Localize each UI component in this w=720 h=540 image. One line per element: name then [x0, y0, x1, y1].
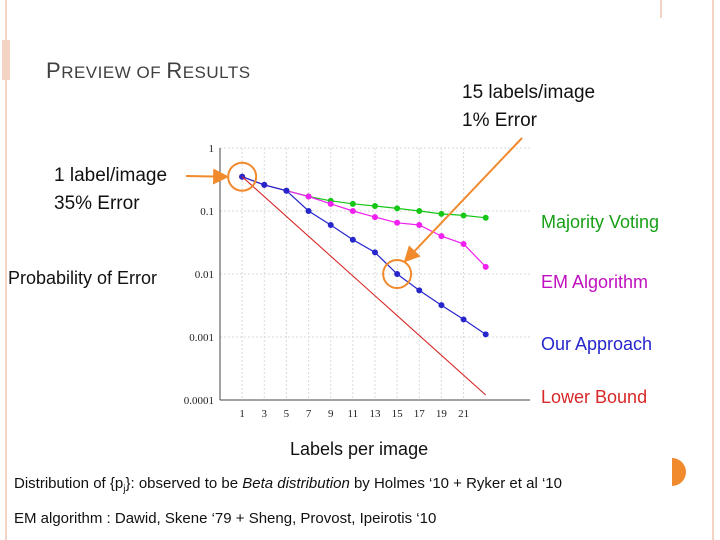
- annotation-top-line2: 1% Error: [462, 110, 538, 131]
- data-point-majority-voting: [482, 214, 489, 221]
- data-point-majority-voting: [394, 205, 401, 212]
- caption-distribution-pre: Distribution of {p: [14, 475, 124, 492]
- data-point-em-algorithm: [327, 200, 334, 207]
- highlight-circle-15-labels: [382, 259, 413, 289]
- arrow-left-annotation: [185, 168, 230, 185]
- series-line-lower-bound: [241, 176, 487, 396]
- page-title: PREVIEW OF RESULTS: [46, 58, 251, 84]
- data-point-our-approach: [327, 221, 334, 228]
- chart-annotations: [185, 137, 523, 289]
- data-point-em-algorithm: [438, 233, 445, 240]
- data-point-em-algorithm: [416, 221, 423, 228]
- frame-left-accent: [2, 40, 10, 80]
- data-point-our-approach: [372, 249, 378, 256]
- data-point-our-approach: [349, 236, 356, 243]
- y-axis-label: Probability of Error: [8, 268, 157, 288]
- caption-em-algorithm: EM algorithm : Dawid, Skene ‘79 + Sheng,…: [14, 510, 437, 527]
- legend-majority-voting: Majority Voting: [541, 212, 659, 232]
- data-point-our-approach: [460, 316, 467, 323]
- x-tick-label: 19: [436, 408, 448, 420]
- y-tick-label: 1: [209, 143, 215, 155]
- series-line-em-algorithm: [241, 176, 487, 268]
- x-tick-label: 1: [239, 408, 245, 420]
- data-point-our-approach: [438, 302, 445, 309]
- x-tick-label: 7: [306, 408, 312, 420]
- data-point-em-algorithm: [372, 214, 378, 221]
- series-line-majority-voting: [241, 176, 486, 219]
- data-point-our-approach: [283, 187, 290, 194]
- legend-our-approach: Our Approach: [541, 334, 652, 354]
- data-point-majority-voting: [438, 210, 445, 217]
- caption-distribution-sub: j: [123, 484, 126, 495]
- data-point-em-algorithm: [460, 240, 467, 247]
- x-tick-label: 17: [414, 408, 426, 420]
- data-point-majority-voting: [372, 203, 378, 210]
- data-point-em-algorithm: [394, 219, 401, 226]
- decorative-orange-circle: [672, 458, 686, 486]
- data-point-our-approach: [305, 208, 312, 214]
- caption-distribution-post: by Holmes ‘10 + Ryker et al ‘10: [349, 475, 562, 492]
- x-axis-label: Labels per image: [290, 439, 428, 459]
- chart-series: [239, 173, 489, 396]
- data-point-majority-voting: [416, 208, 423, 214]
- caption-distribution: Distribution of {pj}: observed to be Bet…: [14, 475, 562, 495]
- title-rest-results: ESULTS: [182, 63, 251, 82]
- legend-lower-bound: Lower Bound: [541, 387, 647, 407]
- y-tick-label: 0.1: [200, 206, 214, 218]
- annotation-top-line1: 15 labels/image: [462, 82, 595, 103]
- data-point-em-algorithm: [482, 263, 489, 270]
- y-tick-label: 0.001: [189, 332, 214, 344]
- data-point-our-approach: [261, 181, 268, 188]
- data-point-our-approach: [482, 331, 489, 338]
- x-tick-label: 9: [328, 408, 334, 420]
- x-tick-label: 21: [458, 408, 469, 420]
- chart-grid: [220, 147, 530, 401]
- data-point-majority-voting: [349, 200, 356, 207]
- title-initial-p: P: [46, 58, 62, 83]
- title-rest-preview: REVIEW OF: [61, 63, 167, 82]
- x-tick-label: 13: [370, 408, 382, 420]
- data-point-majority-voting: [460, 212, 467, 219]
- series-line-our-approach: [241, 176, 487, 335]
- arrow-top-annotation: [403, 137, 523, 263]
- data-point-em-algorithm: [305, 193, 312, 200]
- caption-distribution-mid: }: observed to be: [125, 475, 243, 492]
- y-tick-label: 0.01: [195, 269, 214, 281]
- caption-beta-distribution: Beta distribution: [242, 475, 350, 492]
- x-tick-label: 3: [262, 408, 268, 420]
- x-tick-label: 15: [392, 408, 404, 420]
- title-initial-r: R: [166, 58, 183, 83]
- data-point-em-algorithm: [349, 208, 356, 214]
- x-tick-label: 5: [284, 408, 290, 420]
- legend-em-algorithm: EM Algorithm: [541, 272, 648, 292]
- frame-right-line: [712, 0, 714, 540]
- annotation-left-line1: 1 label/image: [54, 165, 167, 186]
- data-point-our-approach: [416, 287, 423, 294]
- annotation-left-line2: 35% Error: [54, 193, 140, 214]
- frame-top-right-line: [660, 0, 662, 18]
- frame-left-line: [5, 0, 7, 540]
- y-tick-label: 0.0001: [184, 395, 214, 407]
- x-tick-label: 11: [348, 408, 359, 420]
- data-point-our-approach: [394, 271, 401, 277]
